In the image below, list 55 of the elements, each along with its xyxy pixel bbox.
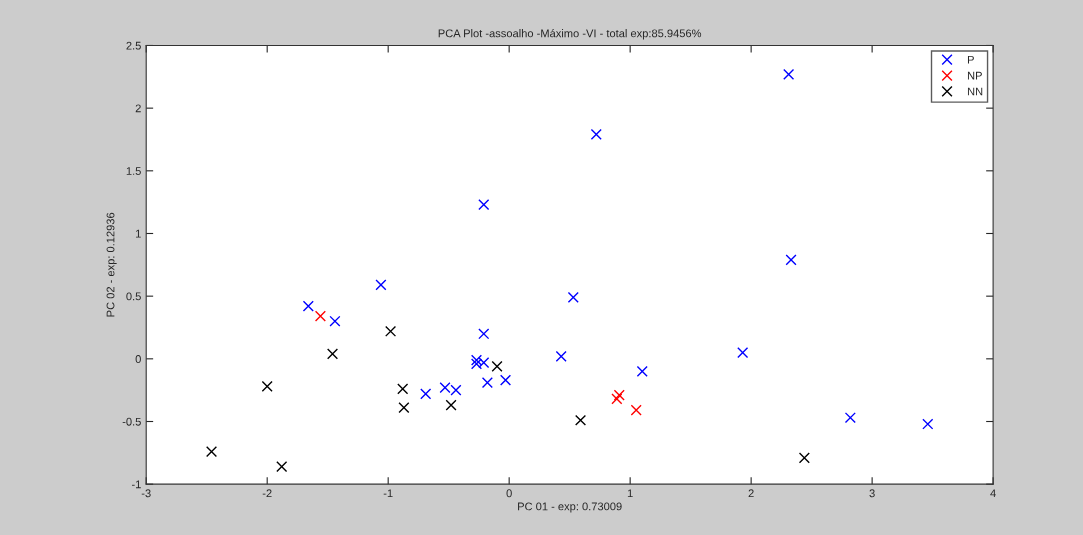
point bbox=[302, 300, 314, 312]
point bbox=[567, 291, 579, 303]
point bbox=[613, 389, 625, 401]
point bbox=[478, 328, 490, 340]
point bbox=[798, 452, 810, 464]
y-tick-label: -1 bbox=[131, 480, 141, 489]
y-tick-label: -0.5 bbox=[122, 417, 141, 426]
point bbox=[783, 68, 795, 80]
point bbox=[398, 402, 410, 414]
x-tick-label: 3 bbox=[869, 489, 875, 498]
x-tick-label: -2 bbox=[262, 489, 272, 498]
point bbox=[785, 254, 797, 266]
point bbox=[844, 412, 856, 424]
point bbox=[590, 128, 602, 141]
point bbox=[491, 360, 503, 372]
chart-title: PCA Plot -assoalho -Máximo -VI - total exp:85.9456% bbox=[438, 28, 702, 40]
x-tick-label: -1 bbox=[383, 489, 393, 498]
legend-label: P bbox=[967, 55, 974, 64]
point bbox=[445, 399, 457, 411]
point bbox=[922, 418, 934, 430]
x-tick-label: 4 bbox=[990, 489, 996, 498]
y-tick-label: 2.5 bbox=[126, 41, 141, 50]
y-tick-label: 1.5 bbox=[126, 167, 141, 175]
x-tick-label: 0 bbox=[506, 489, 512, 498]
point bbox=[261, 380, 273, 392]
x-tick-label: 2 bbox=[748, 489, 754, 498]
point bbox=[737, 347, 749, 359]
point bbox=[276, 461, 288, 473]
point bbox=[478, 199, 490, 211]
point bbox=[397, 383, 409, 395]
point bbox=[574, 414, 587, 426]
x-tick-label: 1 bbox=[627, 489, 633, 498]
point bbox=[329, 315, 341, 327]
point bbox=[314, 310, 326, 322]
y-tick-label: 0 bbox=[135, 355, 141, 363]
x-tick-label: -3 bbox=[141, 489, 151, 498]
point bbox=[555, 350, 567, 362]
y-tick-label: 0.5 bbox=[126, 292, 141, 301]
point bbox=[499, 374, 512, 386]
point bbox=[375, 279, 387, 291]
y-tick-label: 2 bbox=[135, 104, 141, 113]
y-tick-label: 1 bbox=[136, 229, 141, 238]
point bbox=[481, 377, 493, 389]
point bbox=[326, 348, 339, 360]
point bbox=[420, 388, 432, 400]
point bbox=[205, 446, 218, 458]
legend-label: NP bbox=[967, 71, 982, 80]
point bbox=[385, 325, 397, 337]
point bbox=[470, 354, 483, 366]
y-axis-title: PC 02 - exp: 0.12936 bbox=[106, 212, 117, 317]
legend-label: NN bbox=[967, 87, 983, 96]
x-axis-title: PC 01 - exp: 0.73009 bbox=[518, 502, 622, 513]
point bbox=[611, 393, 623, 405]
point bbox=[630, 404, 642, 416]
point bbox=[636, 365, 648, 377]
